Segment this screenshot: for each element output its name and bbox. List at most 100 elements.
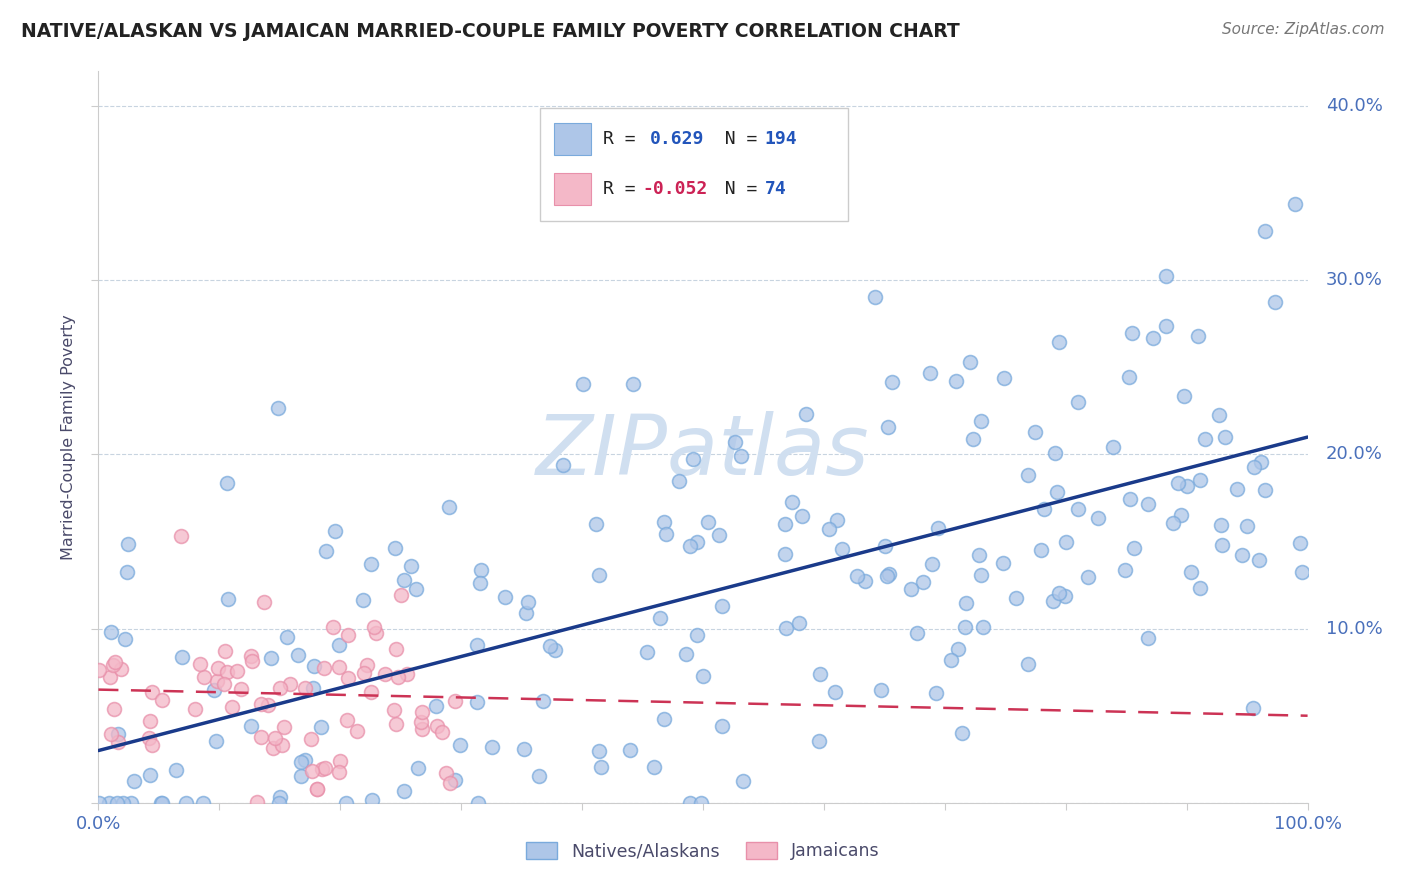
Point <box>1254 224 1277 238</box>
Point <box>384 541 406 556</box>
Point <box>1047 334 1070 349</box>
Point <box>100 624 122 639</box>
Point <box>1046 484 1069 499</box>
Point <box>205 734 228 748</box>
Point <box>1213 430 1236 444</box>
Point <box>589 760 612 774</box>
Point <box>190 657 212 672</box>
Point <box>323 524 346 539</box>
Point <box>328 660 350 674</box>
Point <box>374 666 396 681</box>
Point <box>900 582 922 597</box>
Point <box>790 508 813 523</box>
Point <box>356 657 378 672</box>
Text: 20.0%: 20.0% <box>1326 445 1382 464</box>
Point <box>1226 482 1249 496</box>
Point <box>302 659 325 673</box>
Point <box>962 432 984 446</box>
Point <box>1194 432 1216 446</box>
Point <box>107 726 129 740</box>
Point <box>221 700 243 714</box>
Y-axis label: Married-Couple Family Poverty: Married-Couple Family Poverty <box>60 314 76 560</box>
Point <box>391 588 413 602</box>
Point <box>724 434 747 449</box>
Point <box>172 649 194 664</box>
Point <box>711 599 734 613</box>
Point <box>215 665 238 680</box>
Point <box>515 606 537 620</box>
Text: R =: R = <box>603 180 647 198</box>
Point <box>775 621 797 635</box>
Point <box>865 290 887 304</box>
Point <box>240 654 263 668</box>
Point <box>970 568 993 582</box>
Point <box>794 407 817 421</box>
Point <box>392 783 415 797</box>
Point <box>273 720 295 734</box>
Point <box>150 796 173 810</box>
Point <box>912 574 935 589</box>
Point <box>328 765 350 780</box>
Point <box>170 529 193 543</box>
Bar <box>554 123 591 155</box>
Point <box>426 719 449 733</box>
Point <box>773 517 796 532</box>
Point <box>217 475 239 490</box>
Point <box>250 730 273 744</box>
Point <box>411 705 433 719</box>
Point <box>322 620 344 634</box>
Point <box>262 740 284 755</box>
Point <box>1119 491 1142 506</box>
Text: 74: 74 <box>765 180 786 198</box>
Point <box>512 742 534 756</box>
Point <box>1230 549 1253 563</box>
Point <box>991 556 1014 570</box>
Point <box>174 796 197 810</box>
Point <box>204 683 226 698</box>
Point <box>191 796 214 810</box>
Point <box>1017 657 1039 672</box>
Point <box>925 686 948 700</box>
Point <box>950 726 973 740</box>
Point <box>360 557 382 571</box>
Point <box>385 642 408 657</box>
Point <box>1284 196 1306 211</box>
Text: ZIPatlas: ZIPatlas <box>536 411 870 492</box>
Point <box>807 734 830 748</box>
Point <box>406 761 429 775</box>
Point <box>652 515 675 529</box>
Text: 10.0%: 10.0% <box>1326 620 1382 638</box>
Point <box>707 528 730 542</box>
Point <box>1066 502 1088 516</box>
Point <box>945 375 967 389</box>
Point <box>654 712 676 726</box>
Point <box>392 574 415 588</box>
Point <box>290 756 312 770</box>
Point <box>824 685 846 699</box>
Point <box>733 773 755 788</box>
Point <box>853 574 876 588</box>
Point <box>538 640 561 654</box>
Point <box>675 647 697 661</box>
Point <box>250 697 273 711</box>
Point <box>955 620 977 634</box>
Point <box>150 796 173 810</box>
Point <box>465 695 488 709</box>
Point <box>150 693 173 707</box>
Point <box>395 667 418 681</box>
Point <box>817 522 839 536</box>
Point <box>636 645 658 659</box>
Point <box>650 611 672 625</box>
Point <box>101 658 124 673</box>
Point <box>517 595 540 609</box>
Text: 0.629: 0.629 <box>650 130 704 148</box>
Point <box>336 628 359 642</box>
Point <box>682 452 704 467</box>
Point <box>117 537 139 551</box>
Point <box>364 625 387 640</box>
Point <box>97 796 120 810</box>
Point <box>269 789 291 804</box>
Point <box>654 527 676 541</box>
Point <box>780 495 803 509</box>
Point <box>1264 295 1286 310</box>
